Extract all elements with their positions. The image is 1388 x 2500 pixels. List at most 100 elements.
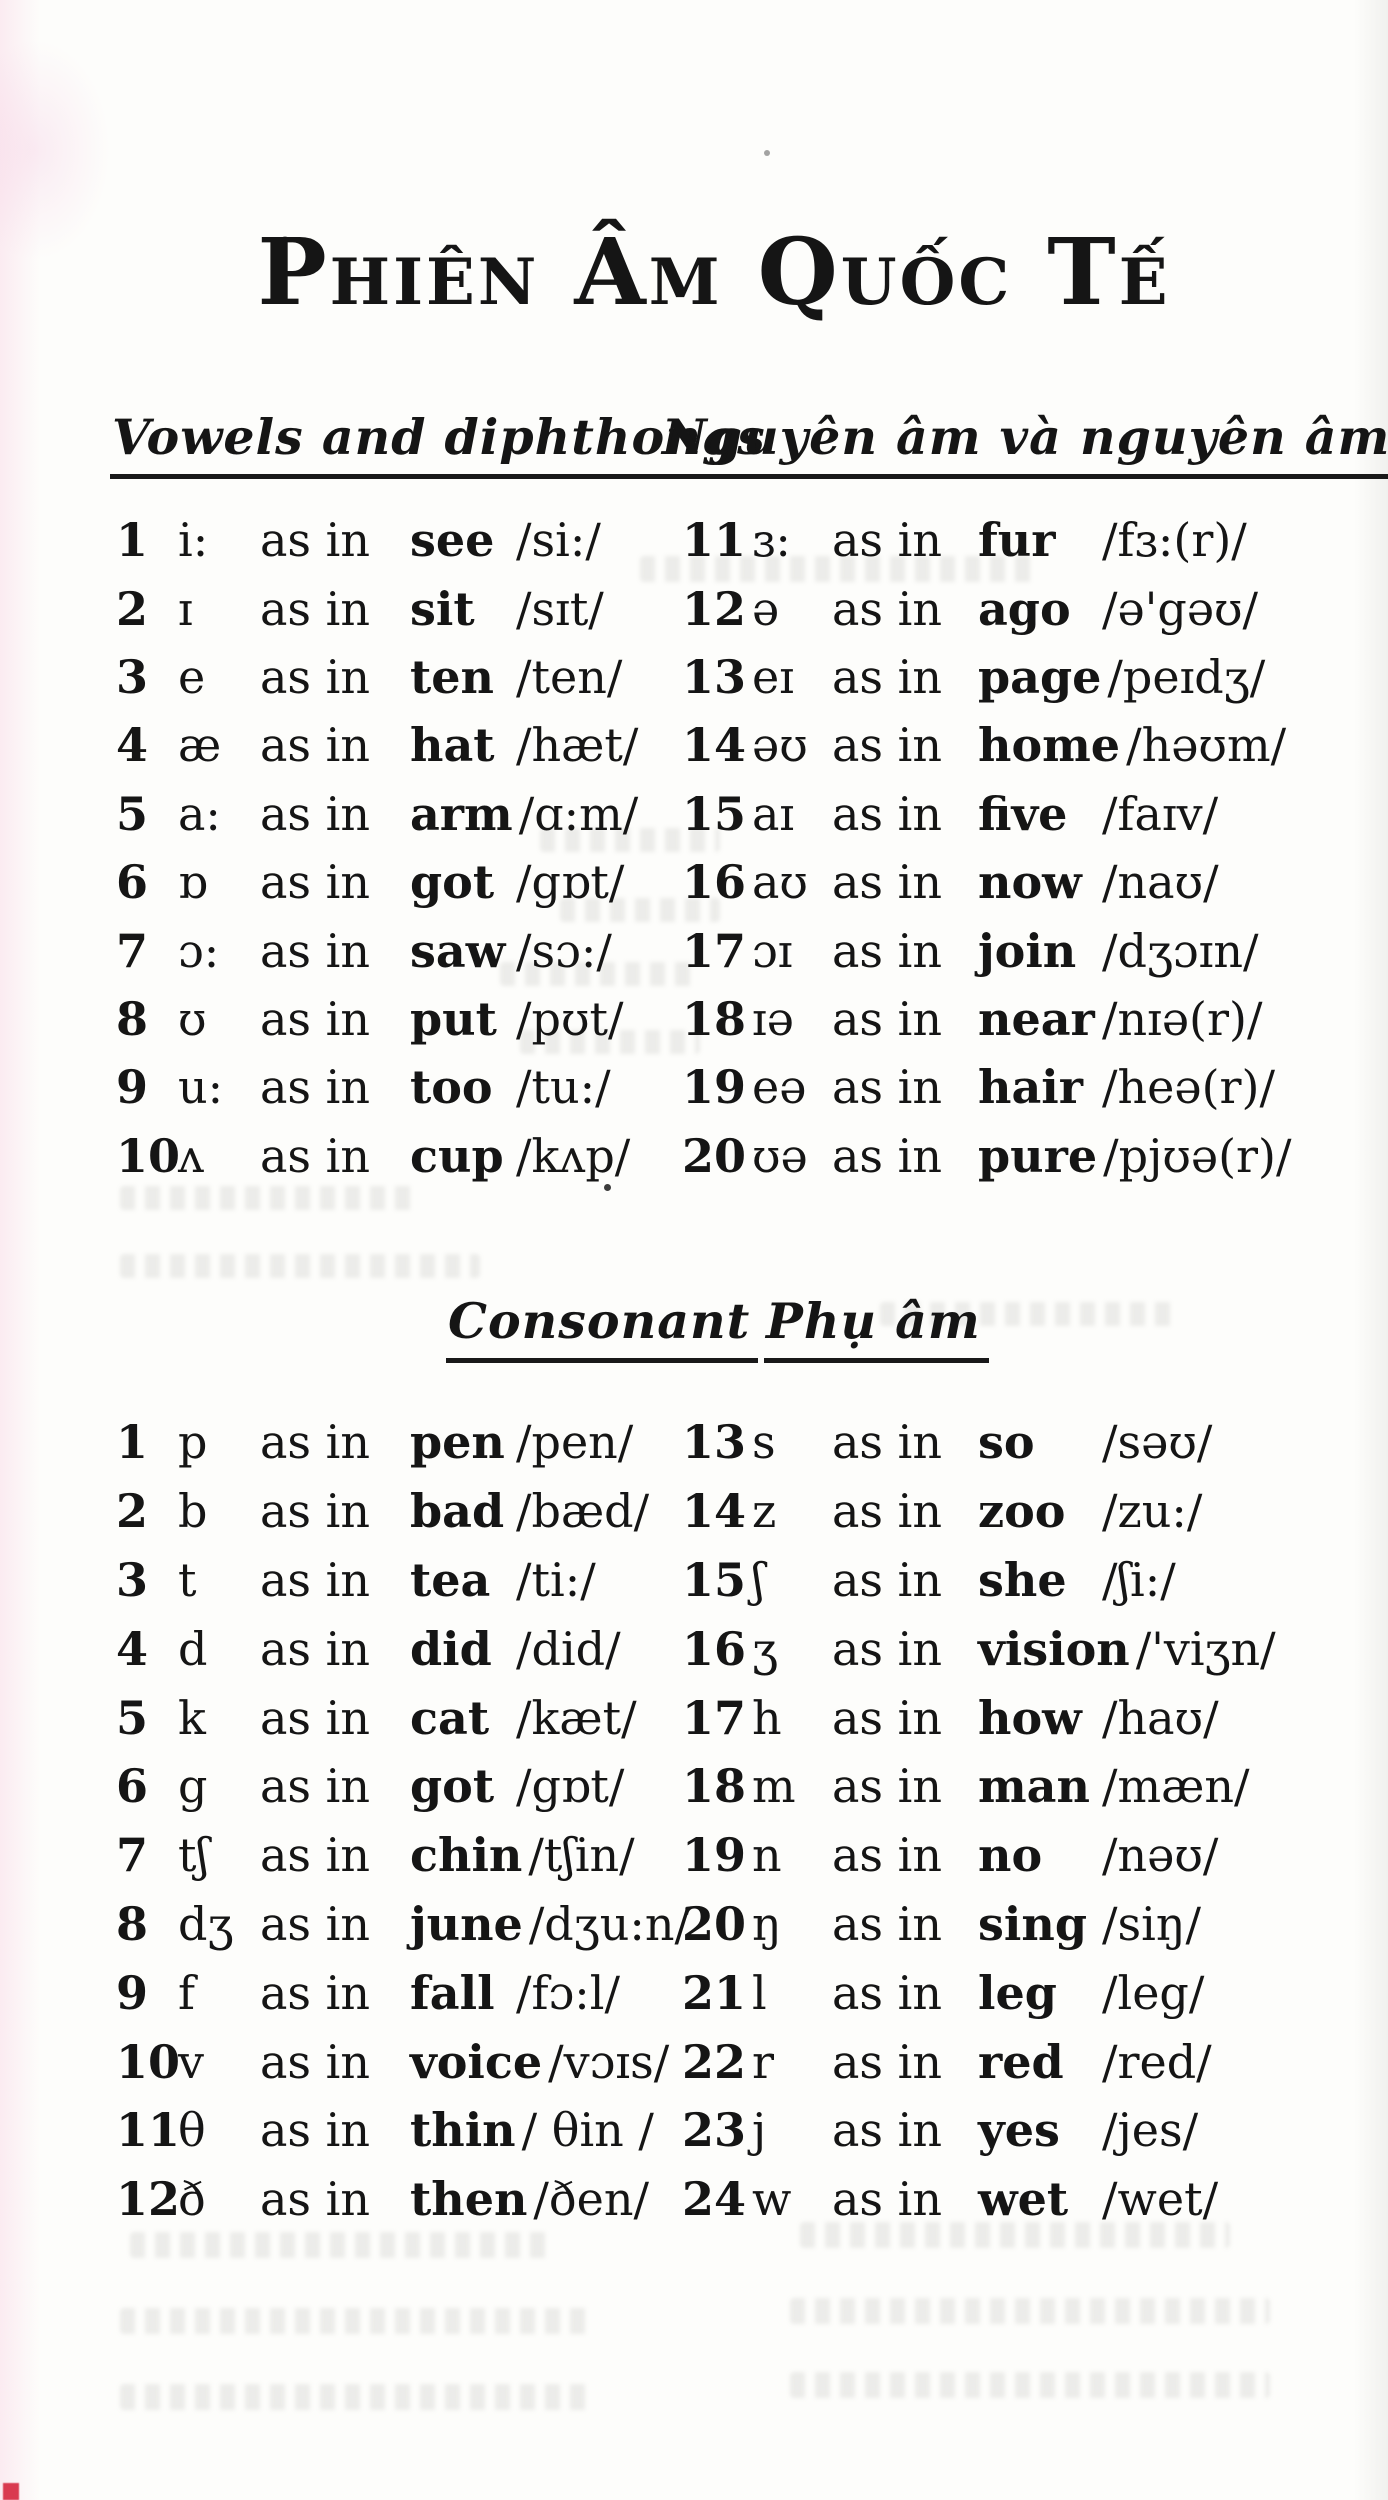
as-in-label: as in [260, 513, 370, 568]
as-in-label: as in [832, 991, 942, 1046]
phonetic-symbol: dʒ [178, 1896, 234, 1951]
phonetic-transcription: /nɪə(r)/ [1102, 991, 1263, 1046]
as-in-label: as in [832, 1965, 942, 2020]
example-word: put [410, 991, 497, 1046]
section-heading-consonant-english: Consonant [446, 1292, 759, 1363]
example-word: near [978, 991, 1095, 1046]
row-number: 16 [682, 1621, 747, 1676]
as-in-label: as in [260, 2034, 370, 2089]
phonetic-transcription: /kʌp/ [516, 1128, 631, 1183]
bleed-through-smudge [500, 962, 700, 986]
row-number: 12 [682, 581, 747, 636]
as-in-label: as in [832, 1484, 942, 1539]
example-word: leg [978, 1965, 1057, 2020]
as-in-label: as in [260, 581, 370, 636]
row-number: 6 [116, 855, 149, 910]
phonetic-transcription: /gɒt/ [516, 1759, 625, 1814]
phonetic-symbol: h [752, 1690, 782, 1745]
phonetic-transcription: /jes/ [1102, 2103, 1199, 2158]
row-number: 4 [116, 718, 149, 773]
phonetic-transcription: /ti:/ [516, 1552, 596, 1607]
phonetic-symbol: aʊ [752, 855, 808, 910]
phonetic-transcription: /səʊ/ [1102, 1415, 1213, 1470]
phonetic-transcription: /həʊm/ [1126, 718, 1287, 773]
table-row: 5 k as in cat/kæt/ [116, 1683, 682, 1752]
bleed-through-smudge [130, 2232, 550, 2258]
table-row: 16 ʒ as in vision/'viʒn/ [682, 1614, 1322, 1683]
phonetic-symbol: eə [752, 1060, 807, 1115]
row-number: 2 [116, 581, 149, 636]
phonetic-transcription: /hæt/ [516, 718, 639, 773]
phonetic-symbol: j [752, 2103, 767, 2158]
phonetic-symbol: ʃ [752, 1552, 765, 1607]
phonetic-symbol: r [752, 2034, 774, 2089]
row-number: 5 [116, 786, 149, 841]
table-row: 21 l as in leg/leg/ [682, 1958, 1322, 2027]
as-in-label: as in [832, 1828, 942, 1883]
phonetic-transcription: /bæd/ [516, 1484, 650, 1539]
phonetic-transcription: /fɔ:l/ [516, 1965, 620, 2020]
phonetic-transcription: /vɔɪs/ [548, 2034, 670, 2089]
phonetic-transcription: /mæn/ [1102, 1759, 1250, 1814]
phonetic-transcription: /naʊ/ [1102, 855, 1219, 910]
phonetic-symbol: ʌ [178, 1128, 204, 1183]
example-word: pure [978, 1128, 1098, 1183]
row-number: 20 [682, 1128, 747, 1183]
table-row: 7 ɔ: as in saw/sɔ:/ [116, 916, 682, 984]
phonetic-symbol: n [752, 1828, 782, 1883]
example-word: cat [410, 1690, 490, 1745]
example-word: sing [978, 1896, 1087, 1951]
bleed-through-smudge [520, 1030, 700, 1054]
table-row: 14 əʊ as in home/həʊm/ [682, 711, 1322, 779]
phonetic-transcription: /peɪdʒ/ [1107, 649, 1266, 704]
row-number: 17 [682, 1690, 747, 1745]
row-number: 13 [682, 1415, 747, 1470]
table-row: 18 ɪə as in near/nɪə(r)/ [682, 985, 1322, 1053]
example-word: zoo [978, 1484, 1066, 1539]
phonetic-transcription: /fɜ:(r)/ [1102, 513, 1247, 568]
phonetic-symbol: l [752, 1965, 767, 2020]
example-word: so [978, 1415, 1035, 1470]
vowel-table-left-column: 1 i: as in see/si:/ 2 ɪ as in sit/sɪt/3 e as in te… [116, 506, 682, 1190]
row-number: 6 [116, 1759, 149, 1814]
example-word: saw [410, 923, 506, 978]
as-in-label: as in [260, 718, 370, 773]
phonetic-transcription: /kæt/ [516, 1690, 637, 1745]
phonetic-symbol: ɜ: [752, 513, 791, 568]
table-row: 6 g as in got/gɒt/ [116, 1752, 682, 1821]
phonetic-symbol: d [178, 1621, 208, 1676]
bleed-through-smudge [120, 1186, 420, 1210]
row-number: 10 [116, 1128, 181, 1183]
table-row: 20 ʊə as in pure/pjʊə(r)/ [682, 1122, 1322, 1190]
phonetic-symbol: t [178, 1552, 197, 1607]
example-word: red [978, 2034, 1064, 2089]
row-number: 14 [682, 718, 747, 773]
example-word: voice [410, 2034, 543, 2089]
phonetic-transcription: /did/ [516, 1621, 621, 1676]
row-number: 17 [682, 923, 747, 978]
phonetic-transcription: / θin / [521, 2103, 654, 2158]
bleed-through-smudge [790, 2372, 1270, 2398]
as-in-label: as in [832, 1896, 942, 1951]
as-in-label: as in [832, 1759, 942, 1814]
phonetic-transcription: /dʒu:n/ [528, 1896, 690, 1951]
row-number: 1 [116, 513, 149, 568]
phonetic-symbol: ŋ [752, 1896, 782, 1951]
phonetic-transcription: /zu:/ [1102, 1484, 1203, 1539]
row-number: 18 [682, 1759, 747, 1814]
page-title: Phiên Âm Quốc Tế [257, 218, 1171, 326]
phonetic-transcription: /leg/ [1102, 1965, 1205, 2020]
pink-scan-smudge [0, 40, 110, 260]
as-in-label: as in [260, 1896, 370, 1951]
row-number: 18 [682, 991, 747, 1046]
table-row: 11 ɜ: as in fur/fɜ:(r)/ [682, 506, 1322, 574]
phonetic-symbol: s [752, 1415, 776, 1470]
phonetic-symbol: z [752, 1484, 777, 1539]
section-heading-consonant-vietnamese: Phụ âm [764, 1292, 989, 1363]
phonetic-transcription: /tʃin/ [528, 1828, 635, 1883]
row-number: 19 [682, 1828, 747, 1883]
phonetic-transcription: /pʊt/ [516, 991, 624, 1046]
as-in-label: as in [260, 1965, 370, 2020]
row-number: 15 [682, 1552, 747, 1607]
row-number: 1 [116, 1415, 149, 1470]
